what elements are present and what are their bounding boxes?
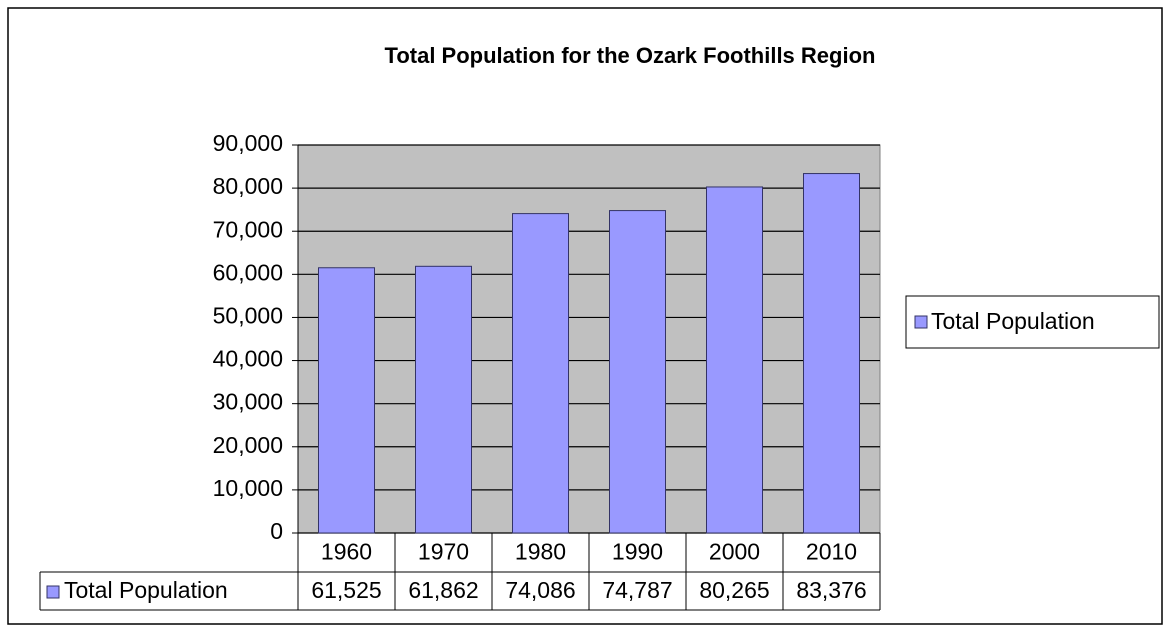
bar [609, 210, 666, 534]
y-tick-label: 0 [270, 518, 283, 544]
y-tick-label: 80,000 [213, 173, 283, 199]
y-tick-label: 90,000 [213, 130, 283, 156]
table-value: 83,376 [796, 577, 866, 603]
x-tick-label: 1990 [612, 539, 663, 565]
table-value: 61,862 [408, 577, 478, 603]
table-value: 74,086 [505, 577, 575, 603]
y-tick-label: 40,000 [213, 346, 283, 372]
legend-label: Total Population [931, 308, 1095, 334]
x-tick-label: 2000 [709, 539, 760, 565]
legend-key [914, 315, 928, 329]
legend [905, 295, 1160, 349]
bar [706, 186, 763, 534]
table-value: 74,787 [602, 577, 672, 603]
y-tick-label: 60,000 [213, 259, 283, 285]
x-tick-label: 2010 [806, 539, 857, 565]
x-tick-label: 1980 [515, 539, 566, 565]
chart-title: Total Population for the Ozark Foothills… [385, 43, 876, 68]
y-tick-label: 30,000 [213, 389, 283, 415]
bar [803, 173, 860, 534]
plot-area [297, 144, 881, 534]
y-tick-label: 20,000 [213, 432, 283, 458]
table-row-label: Total Population [64, 577, 228, 603]
x-tick-label: 1960 [321, 539, 372, 565]
y-tick-label: 10,000 [213, 475, 283, 501]
bar [415, 265, 472, 534]
y-tick-label: 70,000 [213, 216, 283, 242]
table-value: 61,525 [311, 577, 381, 603]
x-tick-label: 1970 [418, 539, 469, 565]
bar [318, 267, 375, 534]
legend-key [46, 585, 60, 599]
table-value: 80,265 [699, 577, 769, 603]
y-tick-label: 50,000 [213, 303, 283, 329]
bar [512, 213, 569, 534]
